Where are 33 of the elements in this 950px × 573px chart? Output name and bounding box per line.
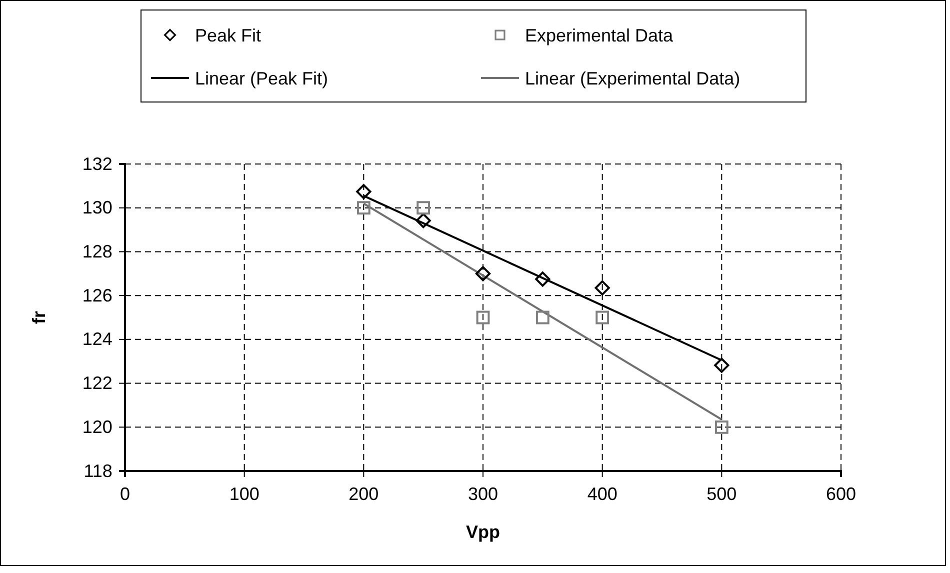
point [596, 310, 610, 324]
point [475, 266, 491, 282]
x-tick-label: 300 [468, 484, 498, 504]
point [594, 280, 610, 296]
point [416, 201, 430, 215]
legend-label: Peak Fit [195, 25, 262, 46]
y-tick-label: 132 [82, 154, 112, 174]
legend-label: Linear (Experimental Data) [525, 68, 740, 88]
y-tick-label: 130 [82, 198, 112, 218]
x-axis-title: Vpp [466, 522, 500, 542]
point [356, 184, 372, 200]
y-tick-label: 126 [82, 285, 112, 306]
point [535, 272, 550, 287]
y-axis-title: fr [29, 311, 49, 324]
legend-label: Linear (Peak Fit) [195, 68, 328, 88]
x-tick-label: 600 [826, 484, 856, 504]
point [536, 310, 550, 324]
x-tick-label: 400 [587, 484, 618, 504]
x-tick-label: 100 [229, 484, 260, 504]
point [714, 358, 730, 373]
point [714, 420, 728, 434]
point [416, 213, 431, 228]
point [476, 310, 490, 324]
y-tick-label: 120 [82, 416, 112, 437]
y-tick-label: 128 [82, 241, 112, 262]
x-tick-label: 200 [348, 484, 379, 504]
legend-label: Experimental Data [525, 25, 674, 46]
y-tick-label: 122 [82, 373, 112, 394]
x-tick-label: 500 [706, 484, 737, 504]
x-tick-label: 0 [120, 484, 130, 504]
y-tick-label: 124 [82, 329, 112, 350]
y-tick-label: 118 [84, 460, 112, 481]
point [356, 201, 370, 215]
